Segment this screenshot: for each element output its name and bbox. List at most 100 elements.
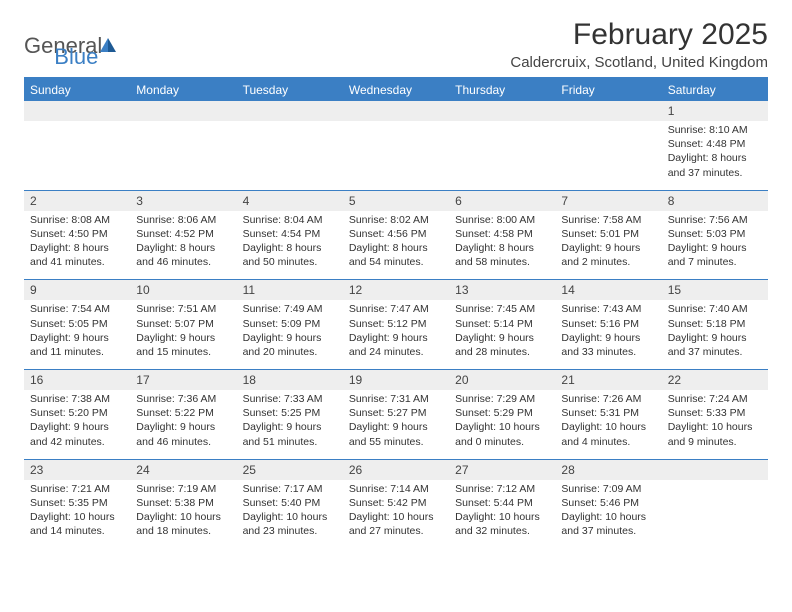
day-number: 28 <box>555 460 661 480</box>
dayhead-sunday: Sunday <box>24 79 130 101</box>
dayhead-tuesday: Tuesday <box>237 79 343 101</box>
day-number: 20 <box>449 370 555 390</box>
day-number: 2 <box>24 191 130 211</box>
day-number: 1 <box>662 101 768 121</box>
day-number-row: 232425262728 <box>24 460 768 480</box>
day-number: 3 <box>130 191 236 211</box>
day-header-row: Sunday Monday Tuesday Wednesday Thursday… <box>24 79 768 101</box>
day-number: 27 <box>449 460 555 480</box>
day-details: Sunrise: 7:54 AM Sunset: 5:05 PM Dayligh… <box>24 300 130 369</box>
day-number: 22 <box>662 370 768 390</box>
day-number: 26 <box>343 460 449 480</box>
day-details: Sunrise: 8:06 AM Sunset: 4:52 PM Dayligh… <box>130 211 236 280</box>
week-block: 9101112131415Sunrise: 7:54 AM Sunset: 5:… <box>24 279 768 369</box>
month-title: February 2025 <box>510 18 768 52</box>
day-number: 14 <box>555 280 661 300</box>
dayhead-saturday: Saturday <box>662 79 768 101</box>
dayhead-wednesday: Wednesday <box>343 79 449 101</box>
day-details: Sunrise: 7:31 AM Sunset: 5:27 PM Dayligh… <box>343 390 449 459</box>
day-details-row: Sunrise: 7:21 AM Sunset: 5:35 PM Dayligh… <box>24 480 768 549</box>
page-header: General Blue February 2025 Caldercruix, … <box>24 18 768 71</box>
day-number: 25 <box>237 460 343 480</box>
brand-logo: General Blue <box>24 18 98 70</box>
day-details: Sunrise: 7:21 AM Sunset: 5:35 PM Dayligh… <box>24 480 130 549</box>
day-number: 12 <box>343 280 449 300</box>
day-details <box>555 121 661 190</box>
location-text: Caldercruix, Scotland, United Kingdom <box>510 54 768 71</box>
day-number: 18 <box>237 370 343 390</box>
day-number: 13 <box>449 280 555 300</box>
day-details: Sunrise: 7:36 AM Sunset: 5:22 PM Dayligh… <box>130 390 236 459</box>
day-details: Sunrise: 7:14 AM Sunset: 5:42 PM Dayligh… <box>343 480 449 549</box>
day-number: 17 <box>130 370 236 390</box>
day-details <box>24 121 130 190</box>
day-number-row: 2345678 <box>24 191 768 211</box>
day-number: 4 <box>237 191 343 211</box>
day-details: Sunrise: 7:58 AM Sunset: 5:01 PM Dayligh… <box>555 211 661 280</box>
day-details: Sunrise: 7:26 AM Sunset: 5:31 PM Dayligh… <box>555 390 661 459</box>
week-block: 1Sunrise: 8:10 AM Sunset: 4:48 PM Daylig… <box>24 101 768 190</box>
day-details: Sunrise: 7:45 AM Sunset: 5:14 PM Dayligh… <box>449 300 555 369</box>
day-number: 7 <box>555 191 661 211</box>
day-details: Sunrise: 7:43 AM Sunset: 5:16 PM Dayligh… <box>555 300 661 369</box>
day-number <box>449 101 555 121</box>
day-details <box>237 121 343 190</box>
day-details <box>662 480 768 549</box>
day-number <box>662 460 768 480</box>
calendar-page: General Blue February 2025 Caldercruix, … <box>0 0 792 566</box>
day-number: 6 <box>449 191 555 211</box>
day-details-row: Sunrise: 8:10 AM Sunset: 4:48 PM Dayligh… <box>24 121 768 190</box>
day-number: 19 <box>343 370 449 390</box>
day-details: Sunrise: 7:09 AM Sunset: 5:46 PM Dayligh… <box>555 480 661 549</box>
day-details-row: Sunrise: 8:08 AM Sunset: 4:50 PM Dayligh… <box>24 211 768 280</box>
day-details: Sunrise: 8:08 AM Sunset: 4:50 PM Dayligh… <box>24 211 130 280</box>
day-details-row: Sunrise: 7:54 AM Sunset: 5:05 PM Dayligh… <box>24 300 768 369</box>
day-details: Sunrise: 7:19 AM Sunset: 5:38 PM Dayligh… <box>130 480 236 549</box>
day-number: 8 <box>662 191 768 211</box>
day-number: 9 <box>24 280 130 300</box>
day-number: 10 <box>130 280 236 300</box>
week-block: 16171819202122Sunrise: 7:38 AM Sunset: 5… <box>24 369 768 459</box>
dayhead-thursday: Thursday <box>449 79 555 101</box>
day-number <box>237 101 343 121</box>
calendar-grid: Sunday Monday Tuesday Wednesday Thursday… <box>24 79 768 548</box>
day-details: Sunrise: 7:56 AM Sunset: 5:03 PM Dayligh… <box>662 211 768 280</box>
day-number: 5 <box>343 191 449 211</box>
day-details: Sunrise: 7:12 AM Sunset: 5:44 PM Dayligh… <box>449 480 555 549</box>
day-details: Sunrise: 7:51 AM Sunset: 5:07 PM Dayligh… <box>130 300 236 369</box>
day-number-row: 16171819202122 <box>24 370 768 390</box>
day-details: Sunrise: 7:47 AM Sunset: 5:12 PM Dayligh… <box>343 300 449 369</box>
week-block: 232425262728Sunrise: 7:21 AM Sunset: 5:3… <box>24 459 768 549</box>
day-number: 15 <box>662 280 768 300</box>
weeks-container: 1Sunrise: 8:10 AM Sunset: 4:48 PM Daylig… <box>24 101 768 548</box>
day-number: 24 <box>130 460 236 480</box>
day-details <box>130 121 236 190</box>
day-number <box>130 101 236 121</box>
week-block: 2345678Sunrise: 8:08 AM Sunset: 4:50 PM … <box>24 190 768 280</box>
dayhead-monday: Monday <box>130 79 236 101</box>
day-number <box>24 101 130 121</box>
day-details <box>343 121 449 190</box>
day-details: Sunrise: 8:04 AM Sunset: 4:54 PM Dayligh… <box>237 211 343 280</box>
day-details: Sunrise: 7:29 AM Sunset: 5:29 PM Dayligh… <box>449 390 555 459</box>
day-details: Sunrise: 8:02 AM Sunset: 4:56 PM Dayligh… <box>343 211 449 280</box>
day-details: Sunrise: 7:24 AM Sunset: 5:33 PM Dayligh… <box>662 390 768 459</box>
day-details: Sunrise: 7:17 AM Sunset: 5:40 PM Dayligh… <box>237 480 343 549</box>
day-details: Sunrise: 7:40 AM Sunset: 5:18 PM Dayligh… <box>662 300 768 369</box>
dayhead-friday: Friday <box>555 79 661 101</box>
day-details-row: Sunrise: 7:38 AM Sunset: 5:20 PM Dayligh… <box>24 390 768 459</box>
logo-text-blue: Blue <box>54 44 98 70</box>
day-details: Sunrise: 7:49 AM Sunset: 5:09 PM Dayligh… <box>237 300 343 369</box>
day-number: 16 <box>24 370 130 390</box>
day-number: 21 <box>555 370 661 390</box>
day-details: Sunrise: 7:33 AM Sunset: 5:25 PM Dayligh… <box>237 390 343 459</box>
day-number <box>555 101 661 121</box>
day-number-row: 9101112131415 <box>24 280 768 300</box>
title-block: February 2025 Caldercruix, Scotland, Uni… <box>510 18 768 71</box>
day-number: 11 <box>237 280 343 300</box>
day-details: Sunrise: 8:10 AM Sunset: 4:48 PM Dayligh… <box>662 121 768 190</box>
day-number-row: 1 <box>24 101 768 121</box>
day-details: Sunrise: 8:00 AM Sunset: 4:58 PM Dayligh… <box>449 211 555 280</box>
day-details <box>449 121 555 190</box>
day-details: Sunrise: 7:38 AM Sunset: 5:20 PM Dayligh… <box>24 390 130 459</box>
